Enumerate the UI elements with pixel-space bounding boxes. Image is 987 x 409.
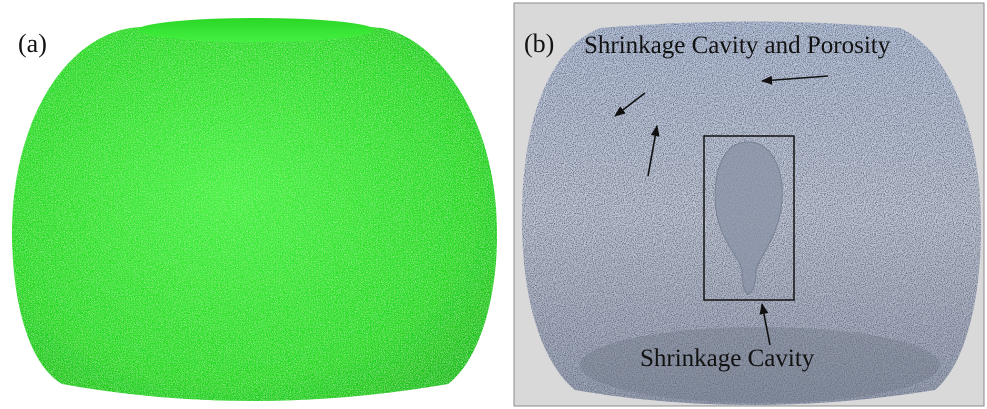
annotation: Shrinkage Cavity (640, 345, 815, 372)
figure: (a) (b) Shrinkage Cavity and Porosity Sh… (0, 0, 987, 409)
panel-b: (b) Shrinkage Cavity and Porosity Shrink… (514, 3, 984, 406)
panel-label: (a) (18, 29, 47, 58)
annotation: Shrinkage Cavity and Porosity (584, 32, 891, 59)
casting-top (138, 18, 374, 42)
panel-label: (b) (524, 29, 554, 58)
green-casting (12, 21, 497, 401)
panel-a: (a) (12, 18, 497, 401)
